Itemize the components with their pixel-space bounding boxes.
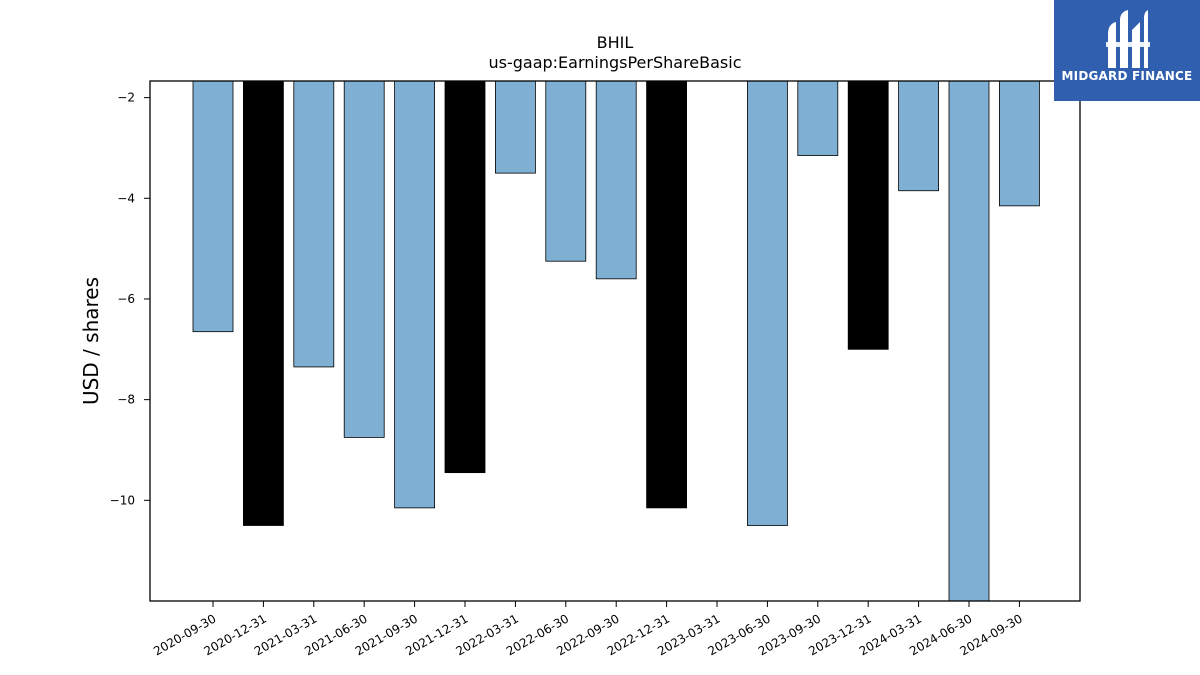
- bar-2023-12-31: [847, 80, 889, 350]
- y-tick-label: −10: [110, 493, 135, 507]
- y-tick-label: −6: [117, 292, 135, 306]
- bar-2021-03-31: [293, 80, 335, 368]
- plot-frame: [149, 80, 1081, 602]
- bar-2024-09-30: [999, 80, 1040, 207]
- bars-group: [192, 80, 1040, 602]
- y-axis-label: USD / shares: [79, 277, 103, 405]
- bar-2020-09-30: [192, 80, 234, 333]
- bar-2023-09-30: [797, 80, 839, 156]
- bar-2021-09-30: [394, 80, 436, 509]
- chart-subtitle: us-gaap:EarningsPerShareBasic: [488, 53, 741, 72]
- y-tick-label: −8: [117, 393, 135, 407]
- y-tick-label: −2: [117, 91, 135, 105]
- bar-2022-03-31: [494, 80, 536, 174]
- bar-2022-12-31: [646, 80, 687, 509]
- y-ticks-group: −2 −4 −6 −8 −10: [110, 91, 150, 507]
- brand-logo: MIDGARD FINANCE: [1054, 0, 1200, 101]
- chart-title: BHIL: [597, 33, 634, 52]
- bar-2021-12-31: [444, 80, 486, 474]
- bar-2022-09-30: [595, 80, 637, 280]
- bar-2024-06-30: [948, 80, 990, 602]
- bar-2020-12-31: [242, 80, 284, 526]
- bar-2022-06-30: [545, 80, 587, 262]
- x-ticks-group: 2020-09-302020-12-312021-03-312021-06-30…: [151, 601, 1025, 658]
- y-tick-label: −4: [117, 191, 135, 205]
- bar-2023-06-30: [747, 80, 788, 526]
- bar-2021-06-30: [343, 80, 385, 438]
- logo-mark-icon: [1106, 10, 1150, 68]
- bar-2024-03-31: [898, 80, 939, 192]
- logo-text: MIDGARD FINANCE: [1061, 69, 1193, 83]
